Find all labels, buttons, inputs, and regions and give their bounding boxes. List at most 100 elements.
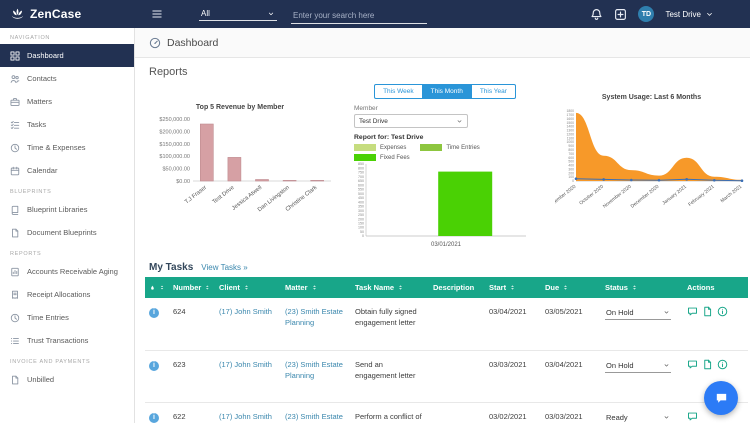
sidebar: NAVIGATION Dashboard Contacts Matters Tasks T… <box>0 28 135 423</box>
chart-legend: Expenses Time Entries Fixed Fees <box>354 144 526 161</box>
column-header-matter[interactable]: Matter <box>281 277 351 298</box>
usage-chart-panel: System Usage: Last 6 Months 0 100 200 300 40… <box>546 82 748 226</box>
sidebar-item-calendar[interactable]: Calendar <box>0 159 134 182</box>
sidebar-item-unbilled[interactable]: Unbilled <box>0 368 134 391</box>
svg-text:300: 300 <box>568 167 574 171</box>
svg-text:$100,000.00: $100,000.00 <box>159 154 190 160</box>
svg-text:1800: 1800 <box>566 109 574 113</box>
tab-this-year[interactable]: This Year <box>471 84 516 99</box>
action-info-button[interactable] <box>717 306 728 317</box>
flame-icon <box>151 284 154 290</box>
cell-start: 03/03/2021 <box>485 350 541 403</box>
sort-icon <box>511 285 514 290</box>
matter-link[interactable]: (23) Smith Estate Planning <box>285 411 343 423</box>
sidebar-section-label: REPORTS <box>10 251 42 257</box>
sidebar-item-contacts[interactable]: Contacts <box>0 67 134 90</box>
sidebar-item-label: Accounts Receivable Aging <box>27 267 118 276</box>
task-row: i 622 (17) John Smith (23) Smith Estate … <box>145 402 748 423</box>
action-comment-button[interactable] <box>687 359 698 370</box>
chevronDown-icon <box>707 12 712 16</box>
row-info-icon[interactable]: i <box>149 360 159 371</box>
svg-text:1000: 1000 <box>566 140 574 144</box>
search-input[interactable] <box>291 8 427 22</box>
menu-toggle-button[interactable] <box>151 8 163 20</box>
svg-text:November 2020: November 2020 <box>602 184 633 210</box>
svg-text:500: 500 <box>358 192 364 196</box>
sidebar-item-time-expenses[interactable]: Time & Expenses <box>0 136 134 159</box>
chevronDown-icon <box>664 311 669 314</box>
sidebar-item-document-blueprints[interactable]: Document Blueprints <box>0 221 134 244</box>
system-usage-chart: 0100200300400500600700800900100011001200… <box>546 109 744 210</box>
svg-text:400: 400 <box>358 200 364 204</box>
cell-task-name: Send an engagement letter <box>351 350 429 403</box>
action-comment-button[interactable] <box>687 411 698 422</box>
column-header-priority[interactable] <box>145 277 169 298</box>
search-scope-value: All <box>201 9 210 18</box>
action-comment-button[interactable] <box>687 306 698 317</box>
matter-link[interactable]: (23) Smith Estate Planning <box>285 359 343 380</box>
tab-this-week[interactable]: This Week <box>374 84 423 99</box>
cell-description <box>429 298 485 351</box>
sidebar-item-accounts-receivable-aging[interactable]: Accounts Receivable Aging <box>0 260 134 283</box>
user-menu[interactable]: Test Drive <box>665 10 714 19</box>
row-info-icon[interactable]: i <box>149 412 159 423</box>
column-header-number[interactable]: Number <box>169 277 215 298</box>
brand[interactable]: ZenCase <box>0 7 135 22</box>
brand-name: ZenCase <box>30 7 82 21</box>
sidebar-item-trust-transactions[interactable]: Trust Transactions <box>0 329 134 352</box>
book-icon <box>11 205 19 215</box>
document-icon <box>12 228 19 237</box>
sidebar-item-label: Calendar <box>27 166 58 175</box>
row-info-icon[interactable]: i <box>149 308 159 319</box>
cell-start: 03/04/2021 <box>485 298 541 351</box>
svg-text:900: 900 <box>568 144 574 148</box>
svg-text:850: 850 <box>358 162 364 166</box>
cell-due: 03/04/2021 <box>541 350 601 403</box>
column-header-status[interactable]: Status <box>601 277 683 298</box>
svg-text:March 2021: March 2021 <box>720 184 744 205</box>
status-select[interactable]: On Hold <box>605 359 671 373</box>
sidebar-item-receipt-allocations[interactable]: Receipt Allocations <box>0 283 134 306</box>
sidebar-item-tasks[interactable]: Tasks <box>0 113 134 136</box>
action-document-button[interactable] <box>702 306 713 317</box>
column-header-actions: Actions <box>683 277 748 298</box>
member-select[interactable]: Test Drive <box>354 114 468 128</box>
chat-launcher[interactable] <box>704 381 738 415</box>
sidebar-item-time-entries[interactable]: Time Entries <box>0 306 134 329</box>
sidebar-item-blueprint-libraries[interactable]: Blueprint Libraries <box>0 198 134 221</box>
action-document-button[interactable] <box>702 359 713 370</box>
status-value: On Hold <box>606 308 634 317</box>
svg-text:T.J Fraser: T.J Fraser <box>184 185 208 206</box>
column-header-task[interactable]: Task Name <box>351 277 429 298</box>
tasks-heading: My Tasks <box>149 262 194 273</box>
tab-this-month[interactable]: This Month <box>422 84 472 99</box>
svg-text:800: 800 <box>358 166 364 170</box>
view-tasks-link[interactable]: View Tasks » <box>201 263 248 272</box>
matter-link[interactable]: (23) Smith Estate Planning <box>285 307 343 328</box>
client-link[interactable]: (17) John Smith <box>219 359 272 369</box>
svg-text:1700: 1700 <box>566 113 574 117</box>
charts-row: Top 5 Revenue by Member $0.00 $50,000.00 $… <box>145 82 748 254</box>
sidebar-item-dashboard[interactable]: Dashboard <box>0 44 134 67</box>
status-select[interactable]: Ready <box>605 411 671 423</box>
revenue-chart-title: Top 5 Revenue by Member <box>195 104 285 111</box>
quick-add-button[interactable] <box>614 8 627 21</box>
search-scope-select[interactable]: All <box>199 7 277 21</box>
svg-text:$200,000.00: $200,000.00 <box>159 129 190 135</box>
sort-icon <box>206 285 210 290</box>
tasks-header: My Tasks View Tasks » <box>149 262 748 273</box>
sort-icon <box>312 285 316 290</box>
sort-icon <box>564 285 568 290</box>
client-link[interactable]: (17) John Smith <box>219 411 272 421</box>
action-info-button[interactable] <box>717 359 728 370</box>
status-select[interactable]: On Hold <box>605 306 671 321</box>
user-name: Test Drive <box>665 9 701 19</box>
column-header-start[interactable]: Start <box>485 277 541 298</box>
svg-text:Test Drive: Test Drive <box>212 185 236 206</box>
client-link[interactable]: (17) John Smith <box>219 307 272 316</box>
sidebar-item-matters[interactable]: Matters <box>0 90 134 113</box>
column-header-client[interactable]: Client <box>215 277 281 298</box>
notifications-button[interactable] <box>590 8 603 21</box>
user-avatar[interactable]: TD <box>638 6 655 22</box>
column-header-due[interactable]: Due <box>541 277 601 298</box>
